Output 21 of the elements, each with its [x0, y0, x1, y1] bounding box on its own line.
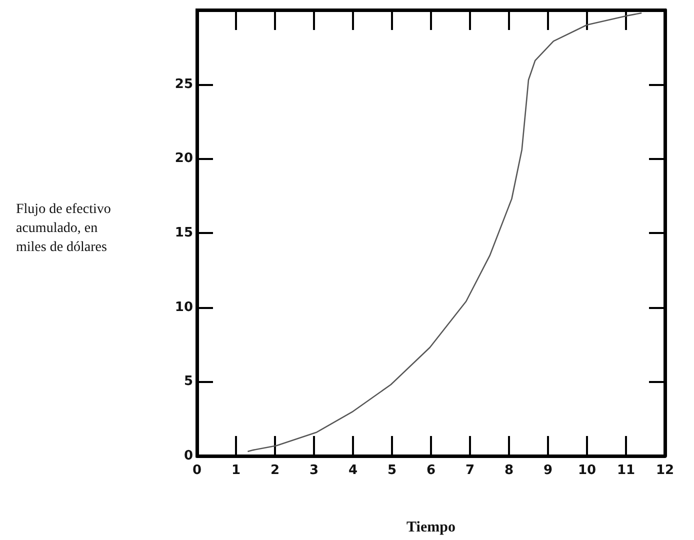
x-tick-label: 3 [309, 463, 319, 478]
x-tick-label: 2 [270, 463, 280, 478]
y-tick-label: 25 [174, 76, 193, 92]
y-tick-label: 10 [174, 300, 193, 315]
x-tick-label: 9 [543, 463, 553, 478]
y-tick-label: 20 [174, 151, 193, 166]
y-tick-label: 0 [184, 448, 193, 464]
x-axis-title: Tiempo [406, 520, 456, 536]
x-tick-label: 4 [348, 463, 358, 478]
y-axis-title: Flujo de efectivo acumulado, en miles de dólares [16, 202, 111, 255]
x-tick-label: 8 [504, 463, 514, 478]
line-series [247, 12, 642, 452]
x-tick-label: 11 [616, 463, 636, 478]
x-tick-label: 1 [231, 463, 241, 478]
y-tick-label: 5 [184, 374, 193, 390]
x-tick-label: 7 [465, 463, 475, 478]
x-tick-label: 12 [656, 463, 674, 478]
x-tick-label: 10 [578, 463, 596, 478]
x-tick-label: 5 [387, 463, 397, 478]
y-tick-label: 15 [174, 226, 193, 240]
x-tick-label: 6 [426, 463, 436, 478]
